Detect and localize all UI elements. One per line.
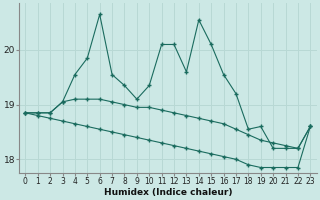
X-axis label: Humidex (Indice chaleur): Humidex (Indice chaleur) xyxy=(104,188,232,197)
